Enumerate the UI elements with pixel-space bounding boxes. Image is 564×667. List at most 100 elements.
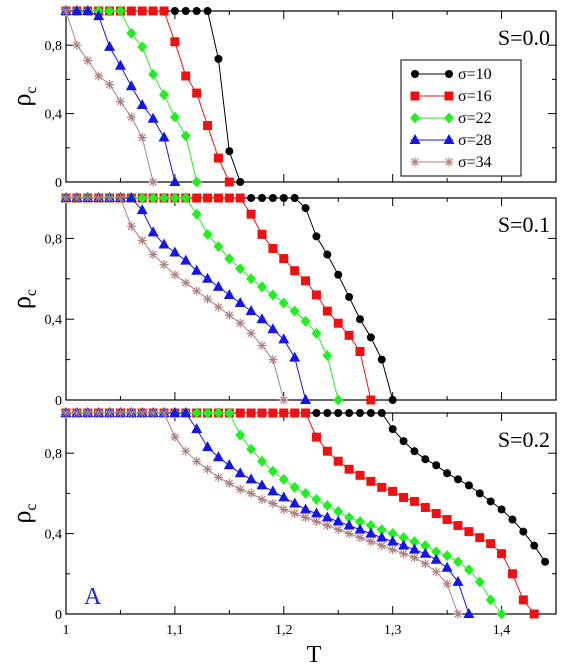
data-point xyxy=(300,315,311,327)
data-point xyxy=(355,533,365,543)
data-point xyxy=(224,478,234,488)
series-line xyxy=(66,412,546,562)
series-line xyxy=(66,412,459,615)
data-point xyxy=(170,7,179,15)
x-tick-label: 1 xyxy=(63,623,70,638)
legend-entry: σ=28 xyxy=(458,132,492,149)
y-tick-label: 0 xyxy=(55,176,62,191)
data-point xyxy=(322,499,333,511)
series-line xyxy=(66,197,285,401)
legend-marker xyxy=(410,112,420,124)
data-point xyxy=(115,193,125,203)
chart-panel-2: 0 0,4 0,8 ρc S=0.1 xyxy=(7,192,557,409)
data-point xyxy=(377,355,386,364)
data-point xyxy=(454,475,462,484)
figure-letter: A xyxy=(84,584,102,610)
data-point xyxy=(333,394,344,406)
panel-label: S=0.1 xyxy=(498,212,550,237)
data-point xyxy=(366,409,375,417)
data-point xyxy=(258,194,266,202)
series-4 xyxy=(60,5,181,186)
data-point xyxy=(290,194,299,202)
data-point xyxy=(212,280,224,291)
data-point xyxy=(202,407,213,419)
data-point xyxy=(148,6,158,16)
series-5 xyxy=(61,193,289,405)
data-point xyxy=(268,498,278,508)
data-point xyxy=(235,193,245,203)
data-point xyxy=(82,5,94,15)
data-point xyxy=(191,407,202,419)
data-point xyxy=(334,409,343,417)
data-point xyxy=(257,229,267,239)
data-point xyxy=(224,253,235,265)
x-tick-label: 1,4 xyxy=(493,623,511,638)
data-point xyxy=(453,609,463,619)
legend-entry: σ=22 xyxy=(458,110,492,127)
chart-panel-3: 0 0,4 0,8 1 1,1 1,2 1,3 1,4 ρc S=0.2 xyxy=(7,407,557,638)
data-point xyxy=(388,396,397,404)
data-point xyxy=(430,553,442,564)
legend-entry: σ=10 xyxy=(458,66,492,83)
data-point xyxy=(388,545,398,555)
data-point xyxy=(126,112,136,122)
data-point xyxy=(497,505,506,514)
data-point xyxy=(300,503,312,514)
data-point xyxy=(191,423,203,434)
data-point xyxy=(125,192,137,202)
data-point xyxy=(257,408,267,418)
data-point xyxy=(290,408,300,418)
data-point xyxy=(180,192,191,204)
data-point xyxy=(94,193,104,203)
data-point xyxy=(345,409,354,417)
x-tick-label: 1,1 xyxy=(166,623,184,638)
series-1 xyxy=(62,194,397,404)
data-point xyxy=(72,408,82,418)
data-point xyxy=(61,193,71,203)
y-tick-label: 0,8 xyxy=(45,447,63,462)
data-point xyxy=(256,479,268,490)
data-point xyxy=(409,496,419,506)
data-point xyxy=(442,550,453,562)
data-point xyxy=(181,278,191,288)
data-point xyxy=(137,235,147,245)
data-point xyxy=(245,305,257,316)
data-point xyxy=(322,306,332,316)
data-point xyxy=(300,487,311,499)
data-point xyxy=(126,408,136,418)
data-point xyxy=(312,232,321,241)
series-5 xyxy=(61,6,158,187)
data-point xyxy=(83,408,93,418)
data-point xyxy=(311,327,322,339)
data-point xyxy=(256,313,268,324)
data-point xyxy=(388,425,397,434)
data-point xyxy=(147,226,159,237)
legend-marker xyxy=(445,70,453,78)
data-point xyxy=(485,594,496,606)
data-point xyxy=(408,543,420,554)
data-point xyxy=(289,305,300,317)
data-point xyxy=(279,254,289,264)
data-point xyxy=(279,395,289,405)
data-point xyxy=(203,121,213,131)
series-line xyxy=(66,10,230,183)
data-point xyxy=(115,97,125,107)
legend-entry: σ=16 xyxy=(458,88,492,105)
data-point xyxy=(203,7,212,15)
legend-marker xyxy=(444,91,454,101)
y-axis-label: ρc xyxy=(7,289,40,309)
data-point xyxy=(137,192,148,204)
data-point xyxy=(301,204,310,213)
data-point xyxy=(234,297,246,308)
data-point xyxy=(224,177,234,187)
data-point xyxy=(169,111,180,123)
data-point xyxy=(148,408,158,418)
data-point xyxy=(213,153,223,163)
legend-entry: σ=34 xyxy=(458,154,492,171)
data-point xyxy=(125,80,137,91)
series-line xyxy=(66,412,535,615)
data-point xyxy=(148,250,158,260)
data-point xyxy=(323,409,332,417)
data-point xyxy=(312,409,321,417)
data-point xyxy=(224,310,234,320)
